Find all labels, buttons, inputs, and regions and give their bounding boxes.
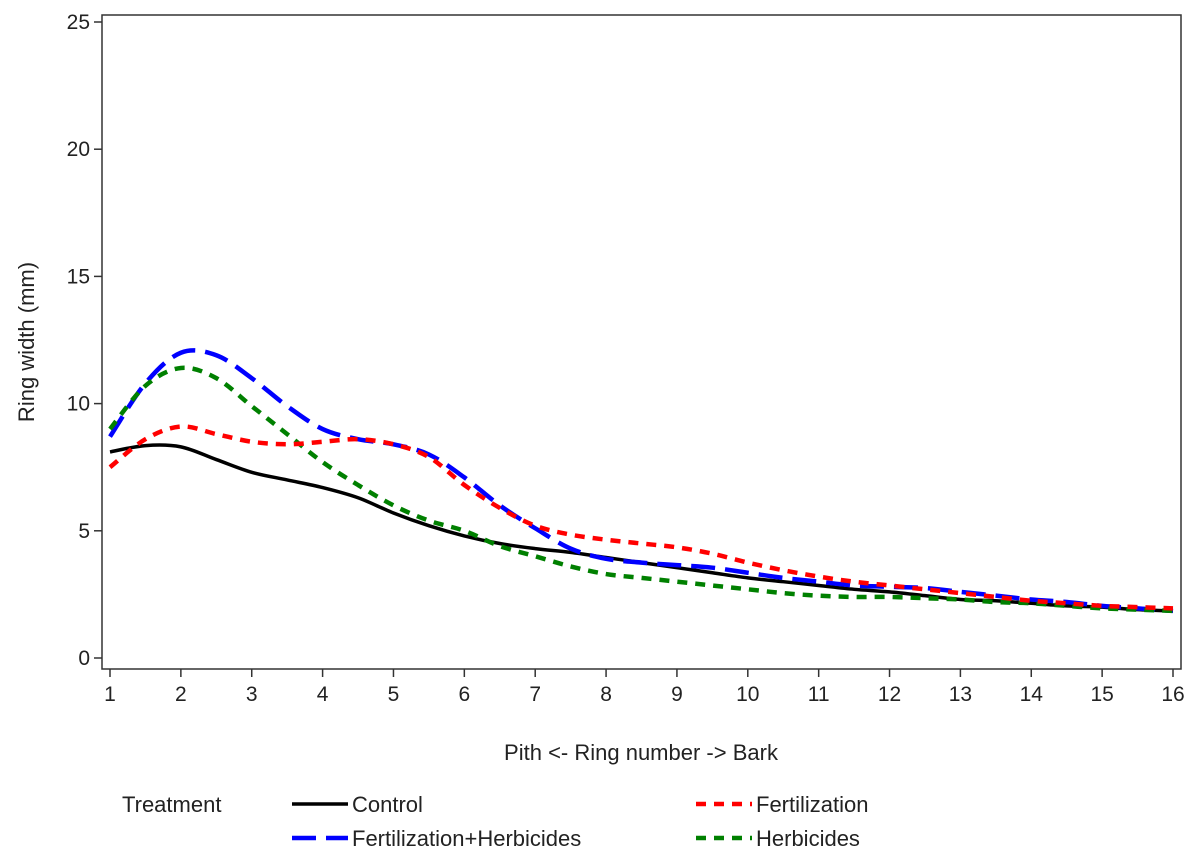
x-tick-label: 3 (246, 683, 258, 706)
x-tick-label: 14 (1020, 683, 1044, 706)
y-tick-label: 20 (67, 138, 90, 161)
legend-title: Treatment (122, 792, 221, 817)
x-axis: 1 2 3 4 5 6 7 8 9 10 11 12 13 14 15 16 (104, 669, 1185, 706)
x-tick-label: 10 (736, 683, 759, 706)
x-tick-label: 8 (600, 683, 612, 706)
x-tick-label: 4 (317, 683, 329, 706)
x-tick-label: 5 (388, 683, 400, 706)
x-tick-label: 6 (458, 683, 470, 706)
y-tick-label: 5 (78, 520, 90, 543)
x-tick-label: 12 (878, 683, 901, 706)
legend: Treatment Control Fertilization Fertilizat… (122, 792, 868, 851)
x-tick-label: 1 (104, 683, 116, 706)
x-tick-label: 7 (529, 683, 541, 706)
x-tick-label: 16 (1161, 683, 1184, 706)
x-tick-label: 2 (175, 683, 187, 706)
x-tick-label: 13 (949, 683, 972, 706)
legend-label: Herbicides (756, 826, 860, 851)
y-axis-title: Ring width (mm) (14, 262, 39, 422)
legend-label: Fertilization (756, 792, 868, 817)
y-axis: 0 5 10 15 20 25 (67, 11, 102, 670)
plot-frame (102, 15, 1181, 669)
x-tick-label: 11 (808, 683, 830, 706)
y-tick-label: 0 (78, 647, 90, 670)
legend-label: Fertilization+Herbicides (352, 826, 581, 851)
legend-label: Control (352, 792, 423, 817)
x-tick-label: 9 (671, 683, 683, 706)
x-axis-title: Pith <- Ring number -> Bark (504, 740, 779, 765)
y-tick-label: 15 (67, 265, 90, 288)
y-tick-label: 25 (67, 11, 90, 34)
y-tick-label: 10 (67, 393, 90, 416)
x-tick-label: 15 (1090, 683, 1113, 706)
